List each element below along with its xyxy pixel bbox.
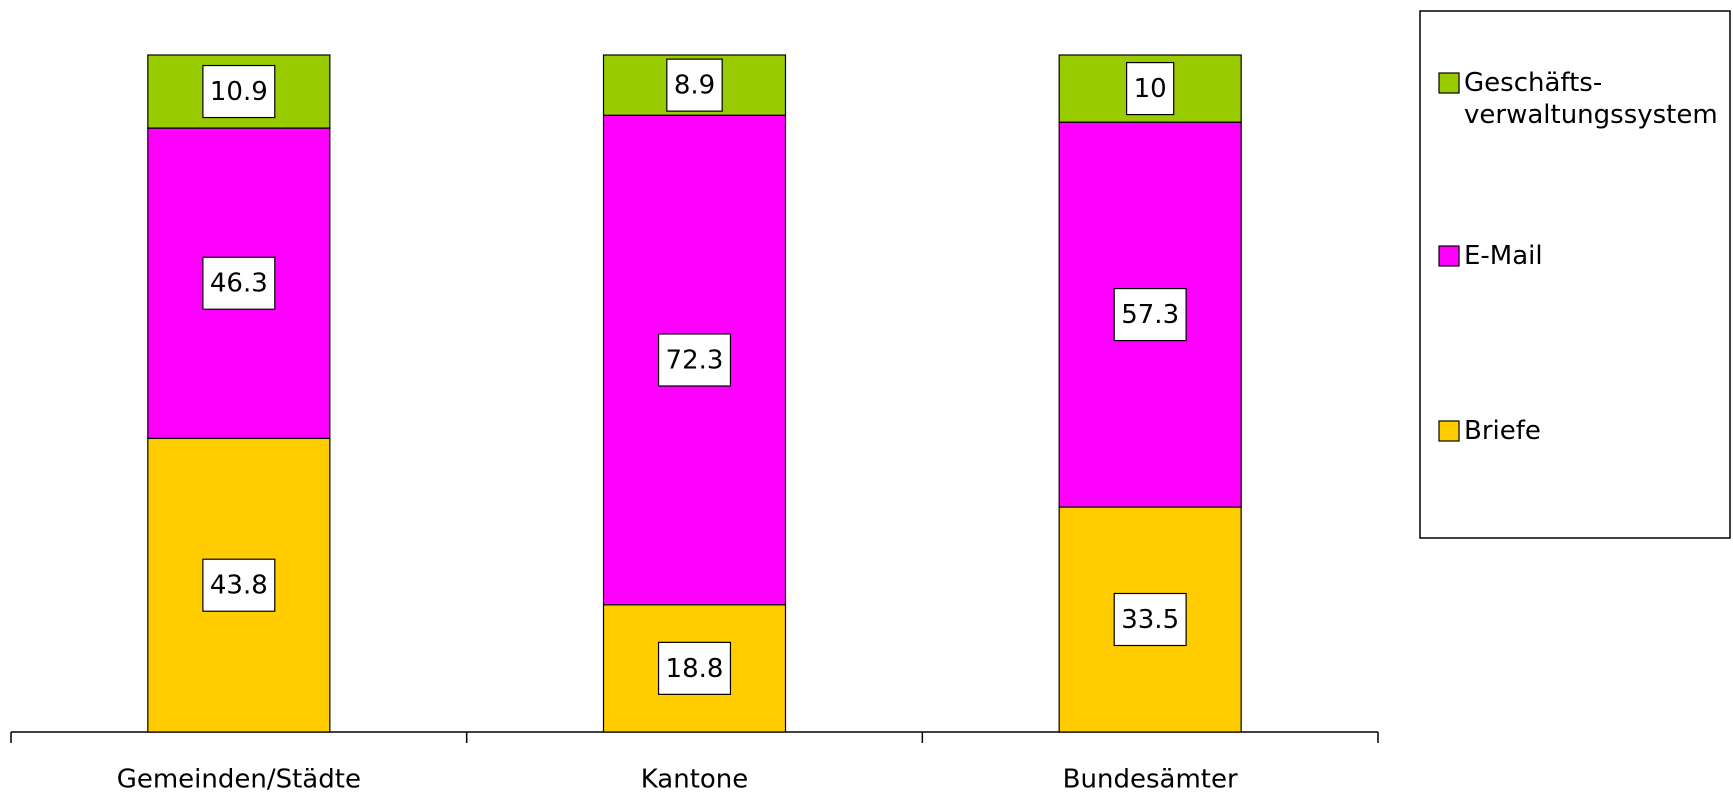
value-label: 18.8 — [666, 654, 724, 684]
value-label: 8.9 — [674, 71, 715, 101]
legend-label-line: Briefe — [1464, 416, 1541, 446]
value-label: 46.3 — [210, 269, 268, 299]
value-label-box — [1126, 61, 1175, 116]
x-tick-label: Kantone — [641, 765, 749, 794]
value-label-box — [1113, 287, 1187, 342]
x-tick-label: Gemeinden/Städte — [117, 765, 361, 794]
value-label: 10.9 — [210, 77, 268, 107]
value-label-box — [657, 641, 732, 695]
legend-label-line: E-Mail — [1464, 241, 1543, 271]
legend-swatch — [1438, 72, 1460, 94]
value-label-box — [202, 64, 276, 119]
legend-label: Briefe — [1464, 416, 1541, 446]
value-label: 33.5 — [1121, 605, 1179, 635]
legend-label: E-Mail — [1464, 241, 1543, 271]
legend-swatch — [1438, 245, 1460, 267]
legend-label: Geschäfts-verwaltungssystem — [1464, 68, 1718, 130]
value-label-box — [1113, 592, 1187, 647]
value-label: 43.8 — [210, 571, 268, 601]
value-label: 72.3 — [666, 345, 724, 375]
x-tick-label: Bundesämter — [1063, 765, 1238, 794]
legend-label-line: Geschäfts- — [1464, 68, 1602, 98]
legend-label-line: verwaltungssystem — [1464, 100, 1718, 130]
legend-swatch — [1438, 420, 1460, 442]
value-label-box — [202, 256, 276, 310]
value-label: 57.3 — [1121, 300, 1179, 330]
value-label-box — [657, 333, 732, 387]
value-label: 10 — [1134, 74, 1167, 104]
value-label-box — [666, 58, 723, 112]
legend-box — [1419, 10, 1731, 539]
value-label-box — [202, 558, 276, 612]
